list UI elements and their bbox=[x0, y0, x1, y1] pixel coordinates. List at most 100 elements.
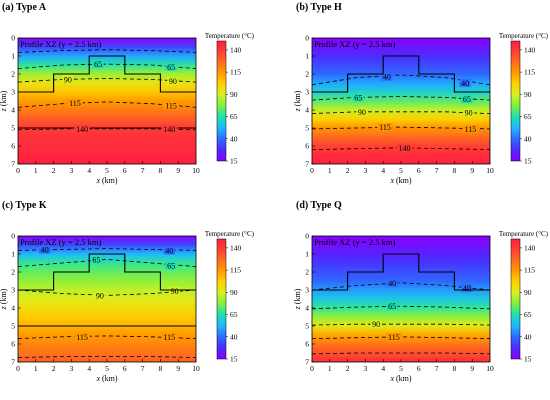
colorbar-tick-label: 115 bbox=[524, 68, 535, 77]
temperature-field bbox=[312, 236, 490, 362]
y-tick-label: 7 bbox=[305, 358, 309, 367]
contour-label-bg bbox=[74, 332, 90, 341]
contour-line bbox=[311, 147, 491, 150]
x-tick-label: 5 bbox=[399, 364, 403, 373]
x-tick-label: 2 bbox=[52, 166, 56, 175]
contour-label-bg bbox=[386, 278, 398, 287]
contour-label: 115 bbox=[465, 125, 477, 134]
contour-label-bg bbox=[462, 124, 479, 133]
y-tick-label: 6 bbox=[305, 142, 309, 151]
contour-label-bg bbox=[90, 255, 102, 264]
x-tick-label: 6 bbox=[123, 166, 127, 175]
contour-label: 40 bbox=[463, 284, 471, 293]
y-tick-label: 7 bbox=[11, 358, 15, 367]
contour-line bbox=[311, 111, 491, 114]
x-tick-label: 4 bbox=[381, 166, 385, 175]
colorbar-tick-label: 140 bbox=[524, 45, 536, 54]
colorbar-tick-label: 90 bbox=[230, 90, 238, 99]
colorbar-tick-label: 40 bbox=[524, 134, 532, 143]
contour-line bbox=[311, 352, 491, 355]
contour-line bbox=[311, 336, 491, 339]
x-axis-label: x (km) bbox=[95, 374, 117, 383]
contour-label: 90 bbox=[96, 291, 104, 300]
contour-label: 40 bbox=[41, 246, 49, 255]
y-tick-label: 7 bbox=[11, 160, 15, 169]
contour-label-bg bbox=[165, 62, 177, 71]
colorbar bbox=[510, 238, 521, 360]
y-axis-label: z(km) bbox=[293, 288, 302, 310]
x-tick-label: 3 bbox=[364, 166, 368, 175]
contour-label-bg bbox=[74, 124, 90, 133]
x-tick-label: 8 bbox=[453, 166, 457, 175]
contour-label: 90 bbox=[358, 108, 366, 117]
contour-label: 90 bbox=[372, 320, 380, 329]
contour-label-bg bbox=[381, 72, 393, 81]
profile-label: Profile XZ (y = 2.5 km) bbox=[314, 39, 395, 49]
structure-outline bbox=[312, 253, 490, 291]
colorbar bbox=[216, 40, 227, 162]
x-tick-label: 10 bbox=[192, 364, 200, 373]
y-tick-label: 4 bbox=[11, 106, 15, 115]
x-tick-label: 8 bbox=[159, 364, 163, 373]
x-tick-label: 2 bbox=[52, 364, 56, 373]
y-tick-label: 0 bbox=[11, 232, 15, 241]
x-tick-label: 7 bbox=[141, 364, 145, 373]
colorbar-title: Temperature (°C) bbox=[499, 32, 549, 40]
y-tick-label: 1 bbox=[11, 250, 15, 259]
contour-label: 90 bbox=[169, 77, 177, 86]
contour-label-bg bbox=[163, 246, 175, 255]
x-tick-label: 9 bbox=[176, 166, 180, 175]
x-tick-label: 7 bbox=[141, 166, 145, 175]
x-tick-label: 0 bbox=[310, 364, 314, 373]
x-tick-label: 4 bbox=[87, 166, 91, 175]
x-tick-label: 6 bbox=[123, 364, 127, 373]
colorbar-title: Temperature (°C) bbox=[499, 230, 549, 238]
y-axis-label: z(km) bbox=[0, 90, 8, 112]
colorbar-tick-label: 140 bbox=[524, 243, 536, 252]
contour-label: 115 bbox=[388, 333, 400, 342]
x-tick-label: 5 bbox=[105, 364, 109, 373]
colorbar-tick-label: 115 bbox=[524, 266, 535, 275]
y-tick-label: 7 bbox=[305, 160, 309, 169]
contour-label-bg bbox=[461, 95, 473, 104]
profile-label: Profile XZ (y = 2.5 km) bbox=[314, 237, 395, 247]
contour-line bbox=[17, 289, 197, 296]
y-tick-label: 3 bbox=[305, 286, 309, 295]
contour-label: 140 bbox=[76, 125, 88, 134]
temperature-field bbox=[18, 236, 196, 362]
y-tick-label: 3 bbox=[11, 88, 15, 97]
y-tick-label: 6 bbox=[11, 340, 15, 349]
contour-label: 65 bbox=[354, 93, 362, 102]
x-tick-label: 0 bbox=[310, 166, 314, 175]
y-axis-label: z(km) bbox=[293, 90, 302, 112]
x-tick-label: 7 bbox=[435, 364, 439, 373]
colorbar-tick-label: 15 bbox=[230, 355, 238, 364]
x-tick-label: 8 bbox=[453, 364, 457, 373]
temperature-field bbox=[312, 38, 490, 164]
contour-label: 140 bbox=[163, 125, 175, 134]
x-tick-label: 3 bbox=[364, 364, 368, 373]
structure-outline bbox=[18, 253, 196, 291]
contour-line bbox=[311, 126, 491, 130]
contour-label-bg bbox=[396, 143, 413, 152]
x-tick-label: 7 bbox=[435, 166, 439, 175]
x-axis-label: x (km) bbox=[389, 374, 411, 383]
contour-label-bg bbox=[39, 245, 51, 254]
contour-label: 115 bbox=[76, 333, 88, 342]
contour-label: 140 bbox=[399, 144, 411, 153]
y-tick-label: 5 bbox=[305, 322, 309, 331]
panel-title: (b) Type H bbox=[296, 2, 342, 13]
colorbar-tick-label: 65 bbox=[230, 310, 238, 319]
contour-label: 115 bbox=[69, 99, 81, 108]
contour-line bbox=[311, 96, 491, 101]
contour-line bbox=[311, 282, 491, 291]
contour-label-bg bbox=[94, 291, 106, 300]
colorbar-tick-label: 65 bbox=[524, 112, 532, 121]
y-tick-label: 4 bbox=[305, 304, 309, 313]
x-tick-label: 9 bbox=[176, 364, 180, 373]
y-tick-label: 3 bbox=[11, 286, 15, 295]
contour-label-bg bbox=[352, 93, 364, 102]
contour-label: 40 bbox=[461, 79, 469, 88]
contour-label: 65 bbox=[92, 255, 100, 264]
x-tick-label: 8 bbox=[159, 166, 163, 175]
